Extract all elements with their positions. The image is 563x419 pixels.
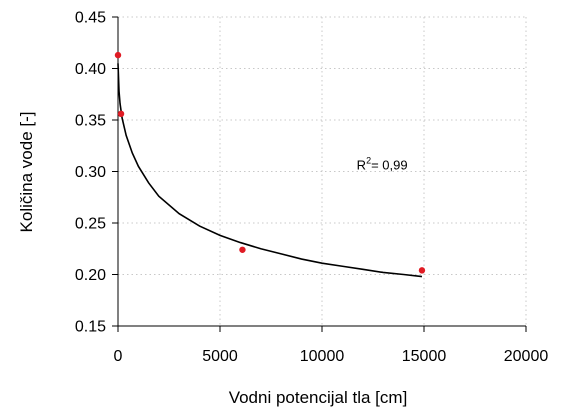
x-tick-label: 10000 xyxy=(300,348,345,365)
annotation-superscript: 2 xyxy=(366,155,371,165)
y-tick-label: 0.30 xyxy=(75,164,106,181)
data-point xyxy=(418,267,426,274)
labels: Količina vode [-] Vodni potencijal tla [… xyxy=(17,112,407,407)
y-tick-label: 0.15 xyxy=(75,319,106,336)
x-axis-title: Vodni potencijal tla [cm] xyxy=(229,388,408,407)
y-tick-label: 0.25 xyxy=(75,216,106,233)
y-tick-label: 0.20 xyxy=(75,267,106,284)
x-tick-label: 5000 xyxy=(202,348,238,365)
fit-curve-line xyxy=(117,63,423,278)
data-point xyxy=(114,51,122,59)
x-tick-label: 20000 xyxy=(504,348,549,365)
y-tick-label: 0.35 xyxy=(75,113,106,130)
data-point xyxy=(239,246,246,253)
data-point xyxy=(117,110,125,118)
y-axis-title: Količina vode [-] xyxy=(17,112,36,233)
x-tick-label: 0 xyxy=(114,348,123,365)
ticks: 0.15 0.20 0.25 0.30 0.35 0.40 0.45 0 5000 10000 15… xyxy=(75,10,548,366)
annotation-prefix: R xyxy=(357,157,366,172)
r-squared-annotation: R2= 0,99 xyxy=(357,155,408,172)
series xyxy=(114,51,426,278)
y-tick-label: 0.45 xyxy=(75,10,106,27)
grid xyxy=(118,16,527,326)
x-tick-label: 15000 xyxy=(402,348,447,365)
annotation-value: = 0,99 xyxy=(371,157,408,172)
y-tick-label: 0.40 xyxy=(75,61,106,78)
